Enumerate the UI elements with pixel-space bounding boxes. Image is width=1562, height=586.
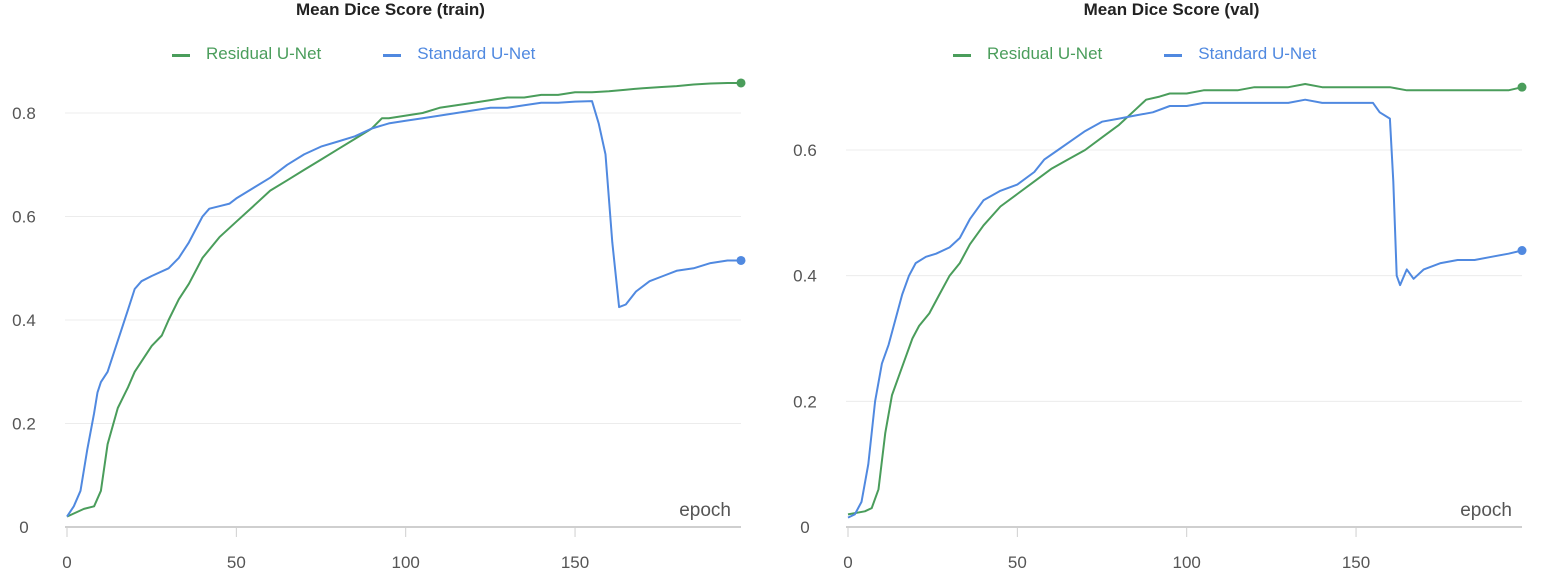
y-tick-label: 0.4: [12, 311, 36, 330]
legend: Residual U-Net Standard U-Net: [953, 44, 1316, 64]
y-tick-label: 0: [19, 518, 28, 537]
x-tick-label: 100: [392, 553, 420, 572]
legend-swatch-standard: [383, 54, 402, 57]
x-tick-label: 100: [1173, 553, 1201, 572]
series-end-point-residual[interactable]: [1517, 82, 1527, 92]
legend-label-residual: Residual U-Net: [206, 44, 322, 63]
y-tick-label: 0: [800, 518, 809, 537]
series-end-point-residual[interactable]: [736, 78, 746, 88]
x-tick-label: 50: [1008, 553, 1027, 572]
legend-swatch-residual: [953, 54, 971, 57]
chart-title: Mean Dice Score (train): [296, 0, 485, 19]
x-axis-title: epoch: [1460, 500, 1512, 521]
y-tick-label: 0.2: [12, 415, 36, 434]
legend-item-residual[interactable]: Residual U-Net: [172, 44, 321, 64]
legend-label-standard: Standard U-Net: [1198, 44, 1317, 63]
x-tick-label: 0: [843, 553, 852, 572]
legend: Residual U-Net Standard U-Net: [172, 44, 535, 64]
legend-label-standard: Standard U-Net: [417, 44, 536, 63]
chart-panel-val: Mean Dice Score (val) Residual U-Net Sta…: [781, 0, 1562, 586]
legend-item-standard[interactable]: Standard U-Net: [1164, 44, 1316, 64]
line-chart-train: 0 0.2 0.4 0.6 0.8 0 50 100 150 epoch: [12, 78, 746, 572]
x-tick-label: 50: [227, 553, 246, 572]
line-chart-val: 0 0.2 0.4 0.6 0 50 100 150 epoch: [793, 82, 1527, 572]
x-axis-title: epoch: [679, 500, 731, 521]
series-end-point-standard[interactable]: [1517, 246, 1527, 256]
x-tick-label: 150: [1342, 553, 1370, 572]
legend-swatch-residual: [172, 54, 190, 57]
y-tick-label: 0.8: [12, 104, 36, 123]
series-line-standard[interactable]: [847, 98, 1523, 519]
legend-swatch-standard: [1164, 54, 1183, 57]
series-line-standard[interactable]: [66, 100, 741, 518]
y-tick-label: 0.2: [793, 392, 817, 411]
legend-item-standard[interactable]: Standard U-Net: [383, 44, 535, 64]
legend-label-residual: Residual U-Net: [987, 44, 1103, 63]
y-tick-label: 0.6: [793, 141, 817, 160]
x-tick-label: 0: [62, 553, 71, 572]
chart-title: Mean Dice Score (val): [1083, 0, 1260, 19]
x-tick-label: 150: [561, 553, 589, 572]
y-tick-label: 0.6: [12, 208, 36, 227]
chart-panel-train: Mean Dice Score (train) Residual U-Net S…: [12, 0, 746, 572]
y-tick-label: 0.4: [793, 267, 817, 286]
series-line-residual[interactable]: [66, 82, 741, 518]
series-end-point-standard[interactable]: [736, 255, 746, 265]
legend-item-residual[interactable]: Residual U-Net: [953, 44, 1102, 64]
series-line-residual[interactable]: [847, 83, 1523, 516]
